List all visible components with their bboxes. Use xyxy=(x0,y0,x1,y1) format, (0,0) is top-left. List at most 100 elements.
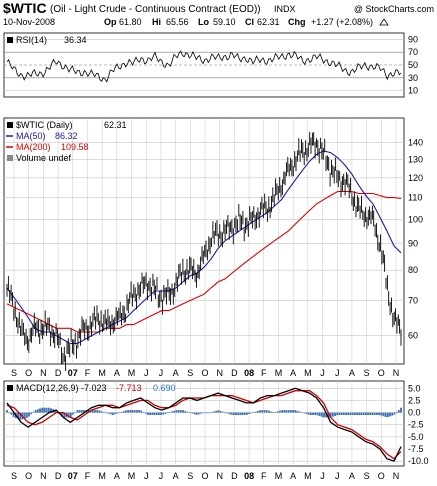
ma200-legend-value: 109.58 xyxy=(61,142,89,152)
macd-histogram-bar xyxy=(129,410,132,413)
macd-histogram-bar xyxy=(19,412,22,420)
macd-histogram-bar xyxy=(182,410,184,413)
volume-legend-icon xyxy=(7,155,13,161)
price-legend-value: 62.31 xyxy=(104,120,127,130)
macd-line xyxy=(6,387,402,462)
macd-histogram-bar xyxy=(186,411,189,413)
macd-histogram-bar xyxy=(259,410,261,413)
macd-tick-label: -10.0 xyxy=(408,456,429,466)
macd-histogram-bar xyxy=(158,412,160,415)
macd-histogram-bar xyxy=(138,410,140,413)
macd-histogram-bar xyxy=(329,412,332,418)
macd-histogram-bar xyxy=(191,412,193,414)
macd-histogram-bar xyxy=(32,411,35,413)
rsi-tick-label: 50 xyxy=(408,60,418,70)
macd-histogram-bar xyxy=(6,410,8,413)
macd-x-tick-label: A xyxy=(349,471,355,481)
macd-tick-label: 0.0 xyxy=(408,408,421,418)
macd-signal-legend-value: -7.713 xyxy=(116,383,142,393)
macd-histogram-bar xyxy=(122,411,125,413)
macd-histogram-bar xyxy=(371,412,374,415)
change-value: +1.27 (+2.08%) xyxy=(311,17,373,27)
low-label: Lo xyxy=(198,17,209,27)
macd-histogram-bar xyxy=(382,412,385,417)
rsi-legend-value: 36.34 xyxy=(64,35,87,45)
macd-histogram-bar xyxy=(283,410,286,413)
open-value: 61.80 xyxy=(119,17,142,27)
macd-histogram-bar xyxy=(237,412,239,415)
macd-histogram-bar xyxy=(397,410,400,413)
price-x-tick-label: S xyxy=(364,368,370,378)
price-tick-label: 120 xyxy=(408,173,423,183)
macd-histogram-bar xyxy=(281,410,283,413)
price-x-tick-label: D xyxy=(55,368,62,378)
price-x-tick-label: M xyxy=(275,368,283,378)
macd-histogram-bar xyxy=(67,412,70,418)
macd-tick-label: -7.5 xyxy=(408,444,424,454)
rsi-tick-label: 30 xyxy=(408,73,418,83)
macd-histogram-bar xyxy=(274,412,277,413)
macd-histogram-bar xyxy=(74,412,77,413)
macd-histogram-bar xyxy=(39,408,41,413)
macd-histogram-bar xyxy=(221,411,224,413)
price-x-tick-label: M xyxy=(304,368,312,378)
price-tick-label: 80 xyxy=(408,265,418,275)
macd-histogram-bar xyxy=(303,412,306,414)
macd-x-tick-label: J xyxy=(144,471,149,481)
macd-histogram-bar xyxy=(345,412,347,415)
macd-x-tick-label: D xyxy=(55,471,62,481)
volume-legend-label: Volume undef xyxy=(16,153,72,163)
macd-histogram-bar xyxy=(87,410,90,413)
price-tick-label: 60 xyxy=(408,331,418,341)
macd-histogram-bar xyxy=(325,412,328,418)
macd-x-tick-label: S xyxy=(364,471,370,481)
macd-histogram-bar xyxy=(195,412,198,415)
macd-histogram-bar xyxy=(105,412,107,414)
macd-histogram-bar xyxy=(12,412,15,417)
macd-histogram-bar xyxy=(353,412,356,415)
macd-histogram-bar xyxy=(54,409,57,413)
price-date-axis: S O N D 07 F M A M J J A S O N D 08 F M A M J J A S O N xyxy=(11,368,399,378)
macd-histogram-bar xyxy=(301,412,303,413)
macd-histogram-bar xyxy=(149,412,151,415)
macd-histogram-bar xyxy=(298,411,301,413)
macd-x-tick-label: J xyxy=(320,471,325,481)
macd-histogram-bar xyxy=(166,412,169,414)
macd-histogram-bar xyxy=(107,412,110,414)
price-tick-label: 100 xyxy=(408,214,423,224)
macd-histogram-bar xyxy=(336,412,339,416)
macd-histogram-bar xyxy=(76,410,79,413)
macd-histogram-bar xyxy=(270,411,272,413)
macd-histogram-bar xyxy=(136,410,138,413)
chart-header: $WTIC (Oil - Light Crude - Continuous Co… xyxy=(3,0,434,27)
high-label: Hi xyxy=(152,17,161,27)
macd-histogram-bar xyxy=(144,412,147,414)
macd-histogram-bar xyxy=(72,412,74,415)
macd-histogram-bar xyxy=(327,412,330,418)
macd-frame xyxy=(3,380,405,467)
rsi-tick-label: 90 xyxy=(408,34,418,44)
macd-histogram-bar xyxy=(91,410,94,413)
macd-x-tick-label: O xyxy=(25,471,32,481)
macd-legend-value: -7.023 xyxy=(81,383,107,393)
macd-histogram-bar xyxy=(230,412,233,415)
price-x-tick-label: N xyxy=(40,368,47,378)
price-x-tick-label: A xyxy=(349,368,355,378)
instrument-name: (Oil - Light Crude - Continuous Contract… xyxy=(50,4,261,15)
macd-panel: 5.02.50.0-2.5-5.0-7.5-10.0 S O N D 07 F M A M J J A… xyxy=(3,380,429,481)
macd-x-tick-label: F xyxy=(85,471,91,481)
macd-histogram-bar xyxy=(155,412,158,415)
macd-histogram-bar xyxy=(25,412,28,418)
macd-histogram-bar xyxy=(349,412,352,415)
macd-x-tick-label: J xyxy=(335,471,340,481)
macd-axis: 5.0 2.5 0.0 -2.5 -5.0 -7.5 -10.0 xyxy=(408,383,429,466)
macd-histogram-bar xyxy=(373,412,376,415)
macd-histogram-bar xyxy=(204,412,206,414)
macd-x-tick-label: A xyxy=(114,471,120,481)
macd-histogram-bar xyxy=(219,411,222,413)
price-x-tick-label: F xyxy=(261,368,267,378)
macd-histogram-bar xyxy=(162,412,165,415)
macd-histogram-bar xyxy=(100,411,103,413)
